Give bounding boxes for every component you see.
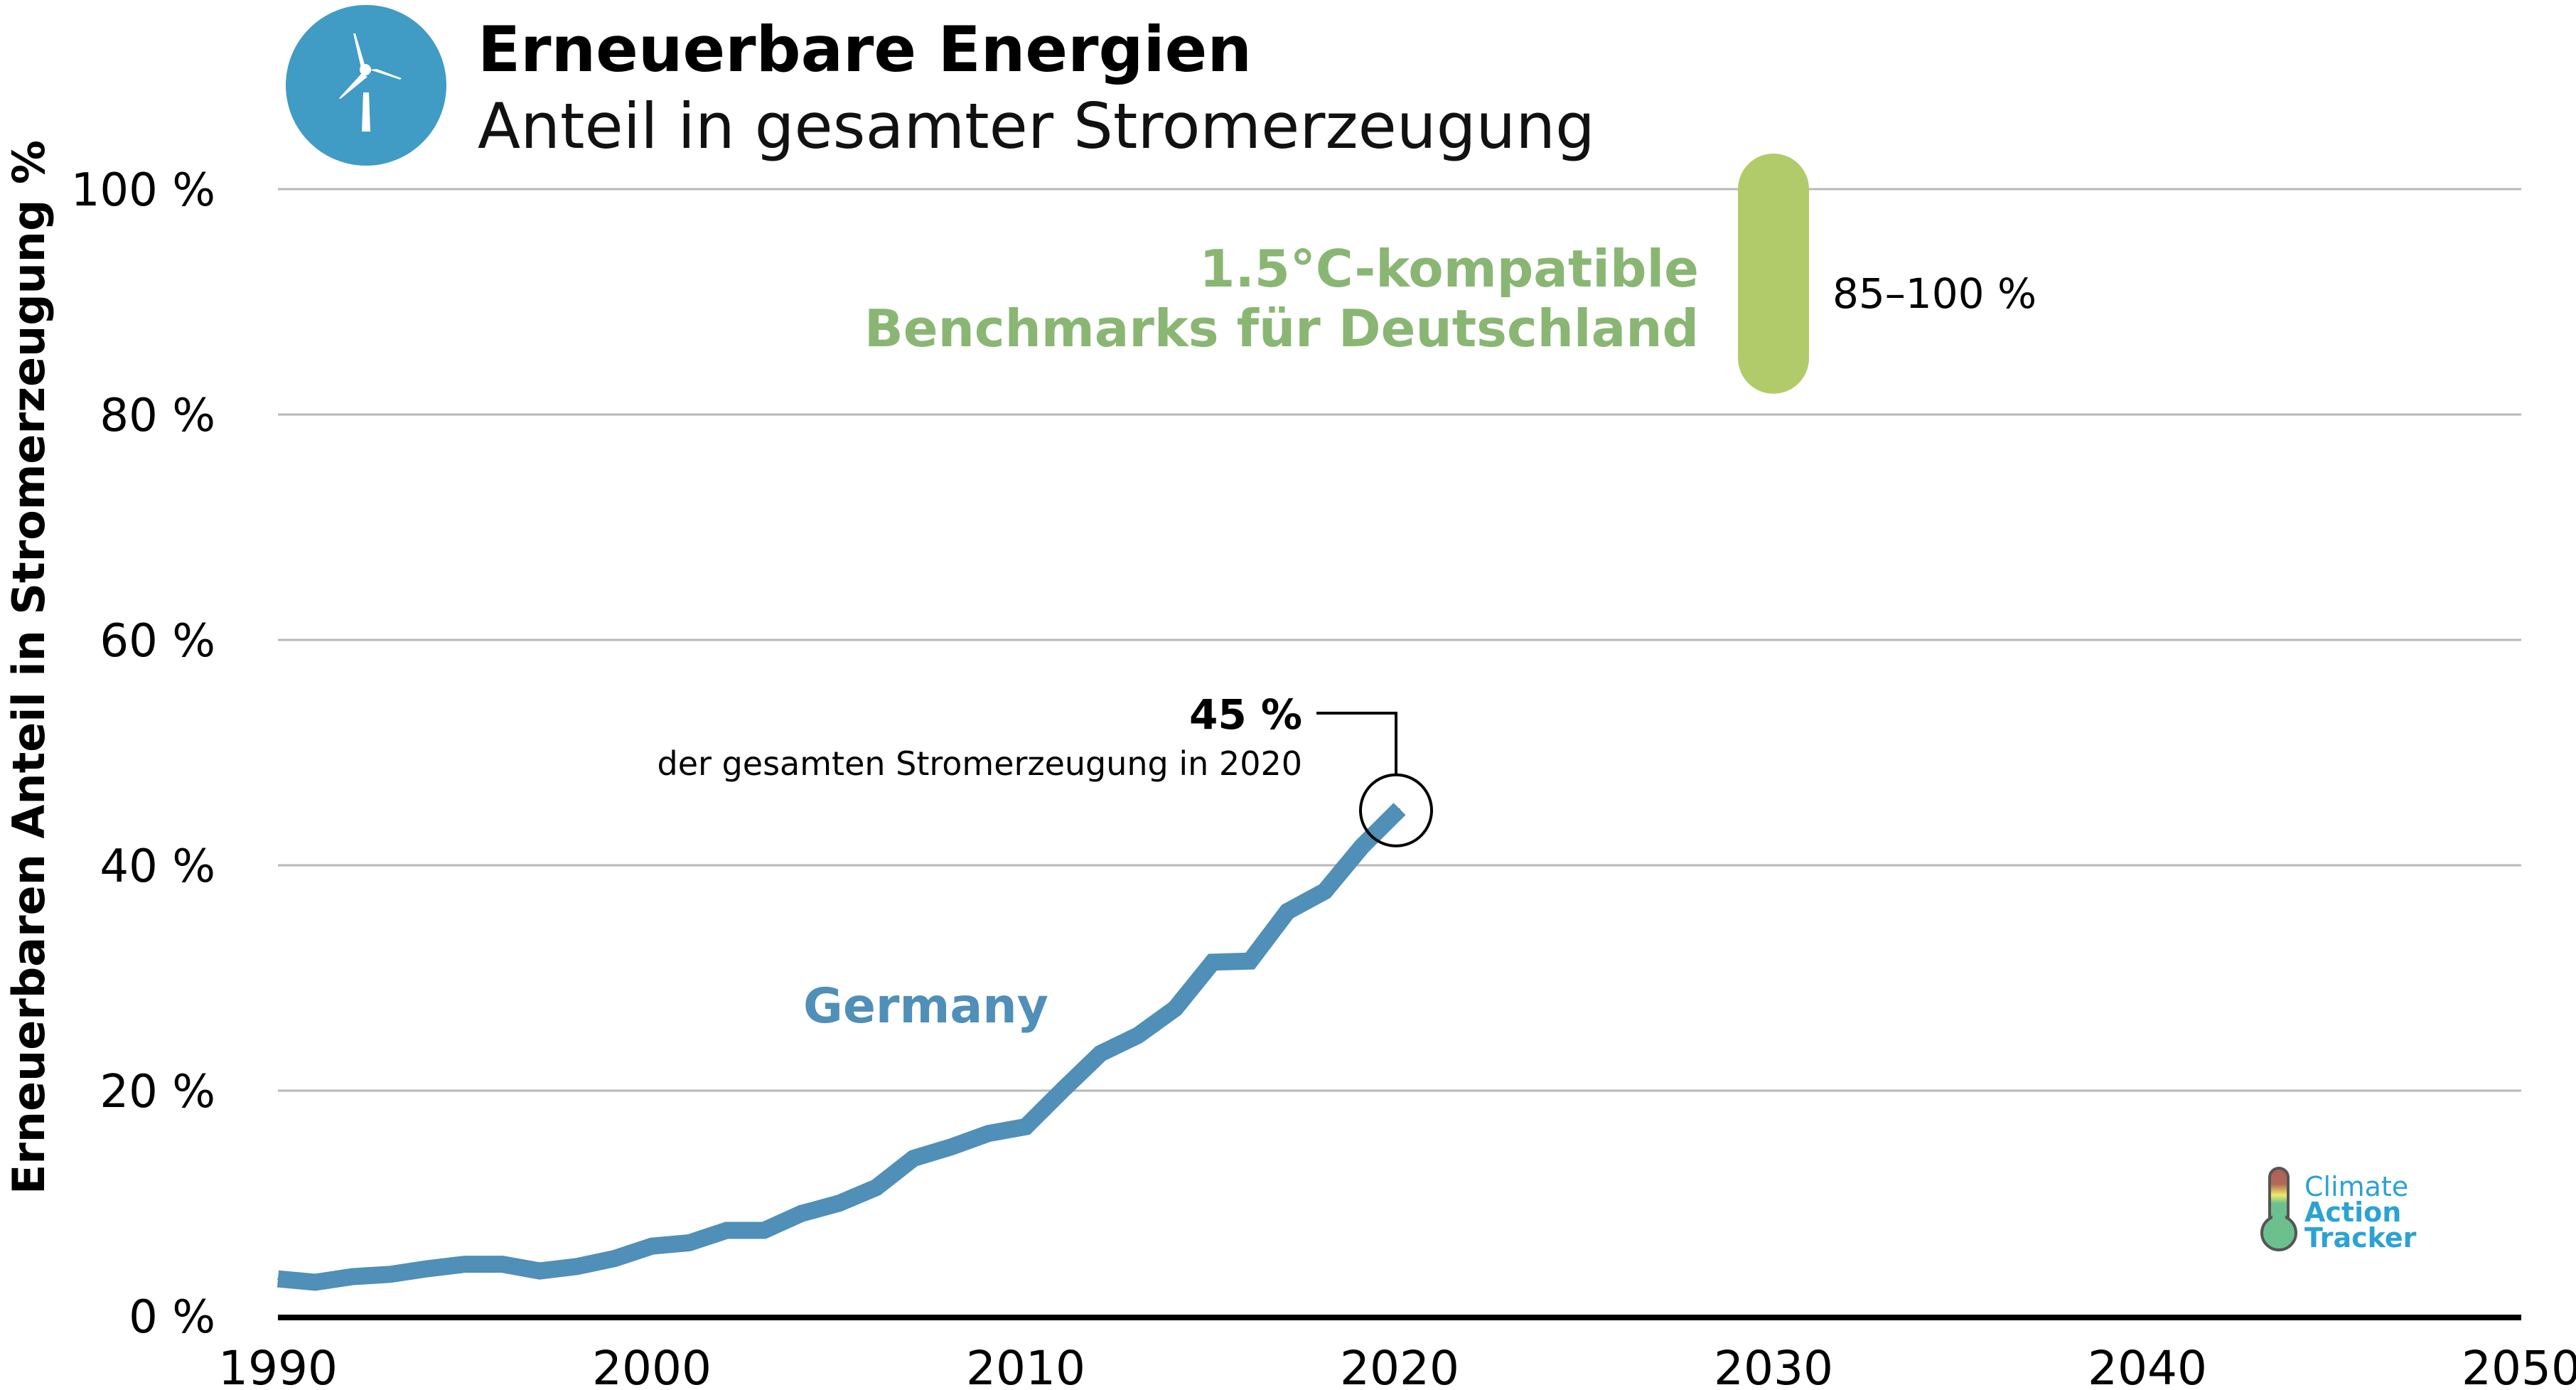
y-tick-label: 100 % [71, 164, 215, 217]
data-point [1025, 1126, 1026, 1128]
data-point [800, 1212, 803, 1214]
data-point [539, 1270, 541, 1272]
data-point [726, 1229, 728, 1231]
series-label-germany: Germany [803, 978, 1048, 1035]
climate-action-tracker-logo: Climate Action Tracker [2260, 1167, 2417, 1253]
data-point [464, 1263, 466, 1266]
data-point [1100, 1052, 1102, 1054]
x-tick-labels: 1990 2000 2010 2020 2030 2040 2050 [218, 1341, 2576, 1390]
annotation-text: der gesamten Stromerzeugung in 2020 [658, 744, 1302, 783]
annotation-2020: 45 % der gesamten Stromerzeugung in 2020 [658, 690, 1433, 848]
data-point [314, 1281, 316, 1283]
chart-subtitle: Anteil in gesamter Stromerzeugung [478, 90, 1595, 163]
data-point [277, 1278, 279, 1280]
annotation-value: 45 % [1189, 690, 1302, 739]
data-point [763, 1229, 765, 1231]
data-point [838, 1202, 839, 1204]
annotation-leader-line [1316, 712, 1397, 775]
data-point [987, 1133, 989, 1135]
data-point [352, 1276, 354, 1278]
benchmark-label-line2: Benchmarks für Deutschland [864, 299, 1699, 358]
wind-turbine-icon-background [286, 5, 446, 166]
x-tick-label: 2030 [1714, 1341, 1833, 1390]
data-point [1287, 910, 1289, 912]
logo-line-climate: Climate [2304, 1171, 2408, 1202]
data-point [913, 1158, 915, 1160]
y-axis-label: Erneuerbaren Anteil in Stromerzeugung % [3, 140, 55, 1194]
x-tick-label: 2000 [592, 1341, 712, 1390]
logo-line-action: Action [2304, 1197, 2401, 1228]
x-tick-label: 2040 [2088, 1341, 2207, 1390]
data-point [1249, 960, 1251, 962]
chart-title: Erneuerbare Energien [478, 13, 1252, 86]
y-tick-label: 40 % [100, 840, 215, 893]
wind-turbine-icon [339, 33, 402, 132]
logo-line-tracker: Tracker [2304, 1222, 2417, 1253]
x-tick-label: 2050 [2462, 1341, 2576, 1390]
data-point [875, 1187, 877, 1189]
benchmark-range-label: 85–100 % [1832, 269, 2036, 318]
thermometer-icon [2260, 1167, 2297, 1251]
data-point [1212, 961, 1213, 963]
data-point [1137, 1035, 1139, 1037]
x-tick-label: 2010 [966, 1341, 1085, 1390]
x-tick-label: 1990 [218, 1341, 338, 1390]
data-point [613, 1258, 616, 1260]
data-point [1399, 808, 1400, 810]
y-tick-label: 60 % [100, 615, 215, 668]
data-point [651, 1245, 653, 1247]
data-point [426, 1268, 429, 1270]
data-point [576, 1266, 578, 1268]
x-tick-label: 2020 [1340, 1341, 1459, 1390]
header: Erneuerbare Energien Anteil in gesamter … [286, 5, 1595, 166]
y-tick-label: 0 % [129, 1291, 215, 1344]
data-point [389, 1273, 391, 1276]
y-tick-label: 80 % [100, 390, 215, 442]
series-layer [277, 803, 1406, 1291]
y-tick-labels: 0 % 20 % 40 % 60 % 80 % 100 % [71, 164, 215, 1344]
data-point [1062, 1089, 1064, 1091]
data-point [1361, 845, 1363, 848]
data-point [950, 1146, 952, 1148]
series-line-germany [277, 803, 1406, 1291]
data-point [501, 1263, 503, 1266]
data-point [1324, 890, 1326, 892]
gridlines [278, 188, 2521, 1092]
benchmark-label-line1: 1.5°C-kompatible [1199, 239, 1699, 299]
data-point [688, 1241, 690, 1244]
benchmark: 1.5°C-kompatible Benchmarks für Deutschl… [864, 154, 2036, 394]
y-tick-label: 20 % [100, 1066, 215, 1118]
data-point [1174, 1007, 1176, 1010]
